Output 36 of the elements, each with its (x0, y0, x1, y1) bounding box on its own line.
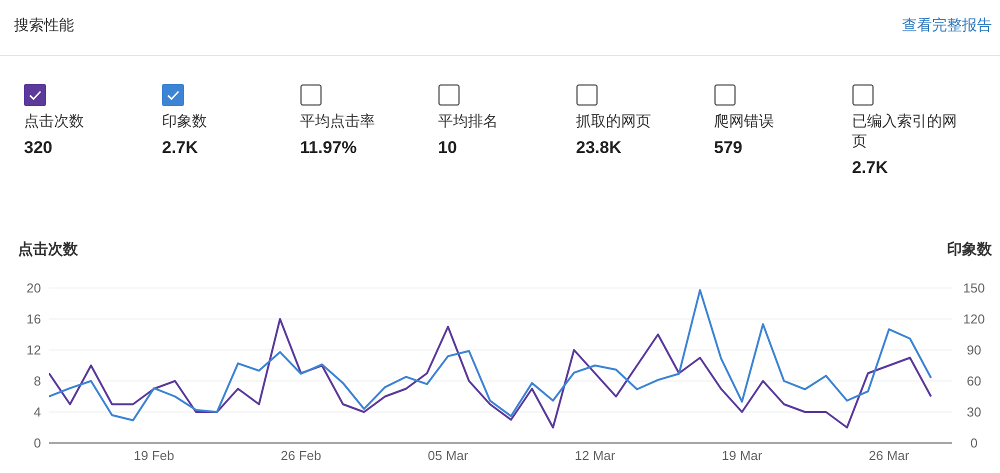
text: 2.7K (852, 158, 888, 177)
x-tick-label: 19 Mar (722, 448, 763, 464)
text: 搜索性能 (14, 16, 74, 35)
y2-tick-label: 30 (966, 404, 982, 420)
category-label: 点击次数 (24, 112, 85, 132)
y-tick-label: 16 (26, 312, 41, 327)
y-tick-label: 4 (34, 404, 41, 420)
category-label: 爬网错误 (714, 112, 775, 132)
x-tick-label: 26 Mar (868, 448, 910, 464)
y2-tick-label: 90 (966, 342, 982, 358)
category-label: 已编入索引的网页 (852, 112, 958, 152)
text: 23.8K (576, 138, 622, 157)
y-tick-label: 12 (26, 342, 41, 358)
text: 查看完整报告 (902, 16, 992, 35)
y2-tick-label: 120 (963, 312, 985, 327)
x-tick-label: 26 Feb (280, 448, 322, 464)
text: 2.7K (162, 138, 198, 157)
text: 10 (438, 138, 457, 157)
text: 579 (714, 138, 742, 157)
category-label: 抓取的网页 (576, 112, 652, 132)
category-label: 平均排名 (438, 112, 499, 132)
x-tick-label: 05 Mar (428, 448, 469, 464)
category-label: 平均点击率 (300, 112, 376, 132)
text: 320 (24, 138, 52, 157)
text: 11.97% (300, 138, 357, 157)
y-tick-label: 8 (34, 374, 41, 389)
y2-axis-title: 印象数 (947, 240, 992, 259)
x-tick-label: 19 Feb (134, 448, 174, 464)
y2-tick-label: 0 (970, 436, 978, 451)
y-tick-label: 0 (34, 436, 41, 451)
x-tick-label: 12 Mar (574, 448, 616, 464)
y2-tick-label: 150 (963, 280, 985, 296)
y-axis-title: 点击次数 (18, 240, 78, 259)
y-tick-label: 20 (26, 280, 41, 296)
y2-tick-label: 60 (966, 374, 982, 389)
category-label: 印象数 (162, 112, 208, 132)
